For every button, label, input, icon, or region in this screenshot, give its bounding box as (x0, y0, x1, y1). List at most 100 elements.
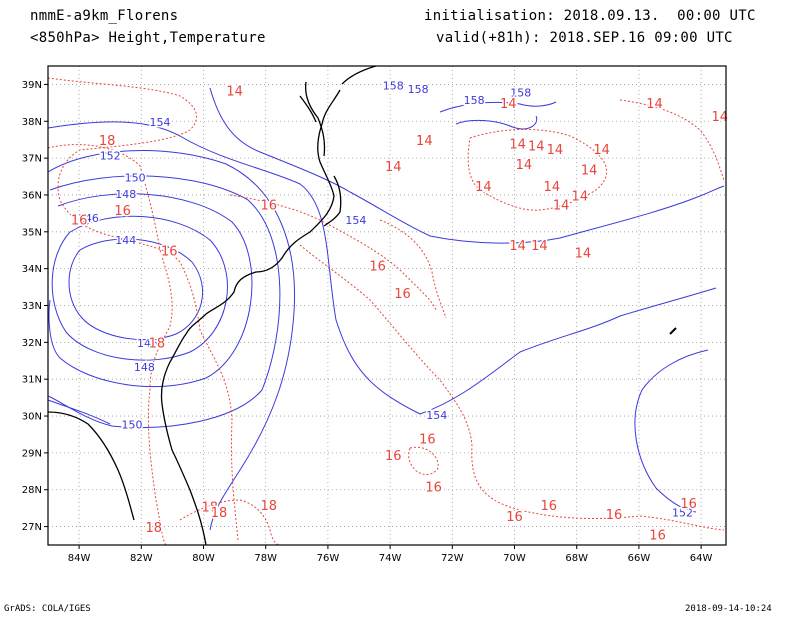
temperature-contour-label: 14 (572, 189, 589, 204)
temperature-contour-label: 14 (385, 160, 402, 175)
temperature-contour-label: 14 (547, 143, 564, 158)
lat-tick-label: 30N (22, 412, 42, 423)
temperature-contour-18-west (47, 144, 173, 546)
temperature-contour-label: 18 (261, 499, 278, 514)
temperature-contour-label: 16 (369, 259, 386, 274)
lat-tick-label: 36N (22, 190, 42, 201)
temperature-contour-label: 16 (419, 432, 436, 447)
valid-time: valid(+81h): 2018.SEP.16 09:00 UTC (436, 30, 733, 46)
height-contour-label: 154 (149, 116, 170, 129)
height-contour-label: 150 (121, 418, 142, 431)
temperature-contour-label: 16 (114, 204, 131, 219)
temperature-contour-label: 16 (161, 245, 178, 260)
model-title: nmmE-a9km_Florens (30, 8, 179, 24)
height-contour-label: 144 (115, 234, 136, 247)
height-contour-144 (68, 238, 203, 341)
height-contour-label: 152 (672, 507, 693, 520)
temperature-contour-16-sea (299, 244, 725, 531)
temperature-contour-label: 14 (593, 143, 610, 158)
temperature-contour-16-pocket (408, 446, 439, 475)
temperature-contour-label: 14 (500, 97, 517, 112)
chesapeake-bay (299, 81, 326, 157)
height-contour-158-b (455, 115, 538, 130)
temperature-contour-label: 16 (680, 497, 697, 512)
height-contour-label: 154 (345, 214, 366, 227)
temperature-contour-label: 14 (509, 138, 526, 153)
us-east-coastline (160, 89, 341, 546)
temperature-contour-label: 14 (531, 239, 548, 254)
height-contour-152 (47, 150, 296, 531)
height-contour-labels: 158 158 158 158 154 152 150 148 146 144 154 154 148 1… (76, 78, 694, 521)
temperature-contour-label: 18 (201, 501, 218, 516)
height-contour-label: 150 (125, 171, 146, 184)
timestamp: 2018-09-14-10:24 (685, 604, 772, 614)
temperature-contour-16-west (47, 77, 239, 541)
height-contour-label: 148 (115, 188, 136, 201)
lon-tick-label: 84W (68, 553, 91, 564)
temperature-contour-label: 18 (149, 337, 166, 352)
temperature-contour-label: 14 (516, 158, 533, 173)
gulf-coastline (47, 411, 135, 521)
height-contour-154 (47, 121, 717, 415)
temperature-contour-label: 14 (475, 180, 492, 195)
lat-tick-label: 39N (22, 80, 42, 91)
temperature-contours (47, 77, 725, 546)
height-contour-148 (48, 193, 253, 388)
lat-tick-label: 35N (22, 227, 42, 238)
temperature-contour-label: 16 (71, 213, 88, 228)
lon-tick-label: 76W (317, 553, 340, 564)
temperature-contour-label: 16 (506, 510, 523, 525)
height-contour-label: 152 (100, 149, 121, 162)
lon-tick-label: 72W (441, 553, 464, 564)
coastline (47, 65, 677, 546)
field-title: <850hPa> Height,Temperature (30, 30, 266, 46)
axis-labels: 84W 82W 80W 78W 76W 74W 72W 70W 68W 66W 64W 27N 28N 2… (22, 80, 713, 564)
height-contour-label: 158 (408, 83, 429, 96)
init-time: initialisation: 2018.09.13. 00:00 UTC (424, 8, 756, 24)
lat-tick-label: 33N (22, 301, 42, 312)
lat-tick-label: 29N (22, 448, 42, 459)
lon-tick-label: 68W (565, 553, 588, 564)
height-contour-label: 154 (426, 409, 447, 422)
temperature-contour-label: 14 (544, 180, 561, 195)
lon-tick-label: 70W (503, 553, 526, 564)
delaware-coast (341, 65, 377, 85)
height-contour-label: 158 (510, 87, 531, 100)
bermuda-island (669, 327, 677, 335)
temperature-contour-label: 18 (145, 521, 162, 536)
lon-tick-label: 74W (379, 553, 402, 564)
lat-tick-label: 34N (22, 264, 42, 275)
temperature-contour-14-north (467, 128, 608, 211)
temperature-contour-label: 14 (553, 199, 570, 214)
temperature-contour-label: 16 (385, 449, 402, 464)
lat-tick-label: 37N (22, 154, 42, 165)
lat-tick-label: 28N (22, 485, 42, 496)
lon-tick-label: 80W (192, 553, 215, 564)
temperature-contour-label: 14 (509, 239, 526, 254)
lat-tick-label: 31N (22, 375, 42, 386)
temperature-contour-label: 16 (425, 480, 442, 495)
height-contour-label: 146 (137, 337, 158, 350)
temperature-contour-label: 18 (211, 506, 228, 521)
temperature-contour-label: 14 (575, 246, 592, 261)
height-contour-154-east (47, 399, 111, 425)
lon-tick-label: 78W (254, 553, 277, 564)
lon-tick-label: 82W (130, 553, 153, 564)
temperature-contour-label: 16 (261, 199, 278, 214)
temperature-contour-label: 18 (99, 134, 116, 149)
temperature-contour-14-ne (619, 99, 725, 181)
grid-lines (48, 66, 726, 545)
temperature-contour-label: 14 (581, 164, 598, 179)
temperature-contour-label: 16 (649, 528, 666, 543)
height-contours (47, 87, 725, 531)
temperature-contour-label: 14 (646, 97, 663, 112)
height-contour-label: 146 (78, 212, 99, 225)
temperature-contour-16-central (229, 194, 437, 311)
height-contour-146 (51, 215, 228, 361)
temperature-contour-label: 14 (528, 140, 545, 155)
height-contour-150 (47, 175, 281, 428)
lat-tick-label: 32N (22, 338, 42, 349)
outer-banks (323, 175, 342, 227)
